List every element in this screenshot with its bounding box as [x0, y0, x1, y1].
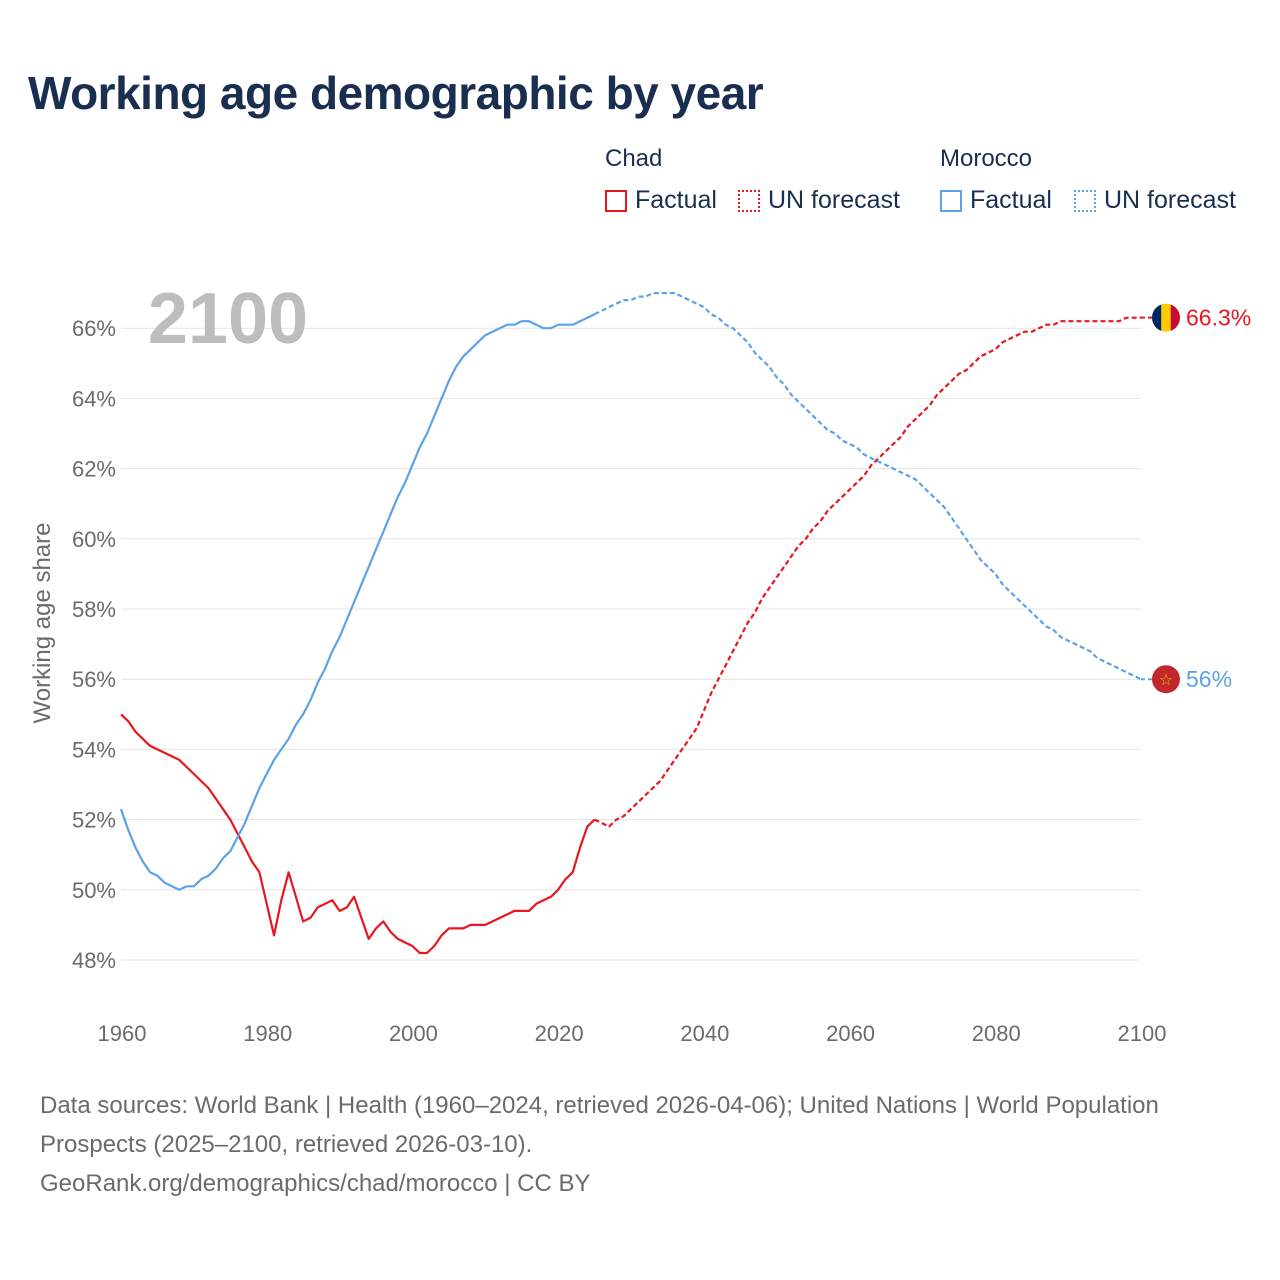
morocco-factual-line[interactable]	[119, 313, 596, 891]
x-tick-label: 2080	[972, 1021, 1021, 1046]
legend-chad-factual[interactable]: Factual	[605, 186, 717, 215]
legend-chad-factual-label: Factual	[635, 186, 717, 214]
x-tick-label: 2020	[535, 1021, 584, 1046]
x-axis-ticks: 1960 1980 2000 2020 2040 2060 2080 2100	[98, 1021, 1167, 1046]
chart-title: Working age demographic by year	[28, 67, 764, 119]
y-tick-label: 62%	[72, 457, 116, 482]
legend-morocco-forecast[interactable]: UN forecast	[1074, 186, 1236, 215]
y-tick-label: 48%	[72, 948, 116, 973]
chad-factual-line[interactable]	[120, 713, 596, 955]
legend-morocco-factual[interactable]: Factual	[940, 186, 1052, 215]
morocco-flag-icon: ☆	[1152, 665, 1180, 694]
y-tick-label: 64%	[72, 386, 116, 411]
legend-swatch-morocco-factual	[940, 189, 962, 212]
y-tick-label: 54%	[72, 737, 116, 762]
year-overlay: 2100	[148, 279, 308, 359]
legend-morocco-forecast-label: UN forecast	[1104, 186, 1236, 214]
svg-text:☆: ☆	[1159, 670, 1173, 689]
data-sources: Data sources: World Bank | Health (1960–…	[40, 1092, 1159, 1158]
morocco-forecast-line[interactable]	[594, 292, 1142, 681]
chad-end-label: 66.3%	[1186, 305, 1251, 331]
y-tick-label: 56%	[72, 667, 116, 692]
chad-forecast-line[interactable]	[594, 316, 1141, 828]
footer: Data sources: World Bank | Health (1960–…	[40, 1086, 1220, 1203]
legend-chad-forecast[interactable]: UN forecast	[738, 186, 900, 215]
x-tick-label: 1960	[98, 1021, 147, 1046]
legend-swatch-chad-forecast	[738, 189, 760, 212]
legend-group-morocco: Morocco	[940, 145, 1033, 172]
y-tick-label: 66%	[72, 316, 116, 341]
x-tick-label: 2060	[826, 1021, 875, 1046]
x-tick-label: 2040	[680, 1021, 729, 1046]
end-markers: 66.3% ☆ 56%	[1141, 303, 1251, 694]
x-tick-label: 2000	[389, 1021, 438, 1046]
series-lines	[119, 292, 1142, 955]
legend-morocco-factual-label: Factual	[970, 186, 1052, 214]
y-tick-label: 50%	[72, 878, 116, 903]
morocco-end-label: 56%	[1186, 666, 1232, 692]
y-axis-label: Working age share	[29, 523, 56, 724]
x-tick-label: 2100	[1118, 1021, 1167, 1046]
y-tick-label: 58%	[72, 597, 116, 622]
credit: GeoRank.org/demographics/chad/morocco | …	[40, 1170, 591, 1197]
legend-chad-forecast-label: UN forecast	[768, 186, 900, 214]
legend-swatch-morocco-forecast	[1074, 189, 1096, 212]
grid-lines	[121, 327, 1141, 961]
x-tick-label: 1980	[243, 1021, 292, 1046]
y-tick-label: 60%	[72, 527, 116, 552]
legend-group-chad: Chad	[605, 145, 663, 172]
line-chart: 2100 48% 50% 52% 54% 56% 58% 60% 62% 64% 66% 1960…	[29, 279, 1251, 1046]
y-axis-ticks: 48% 50% 52% 54% 56% 58% 60% 62% 64% 66%	[72, 316, 116, 973]
chad-flag-icon	[1152, 303, 1180, 332]
y-tick-label: 52%	[72, 808, 116, 833]
legend-swatch-chad-factual	[605, 189, 627, 212]
